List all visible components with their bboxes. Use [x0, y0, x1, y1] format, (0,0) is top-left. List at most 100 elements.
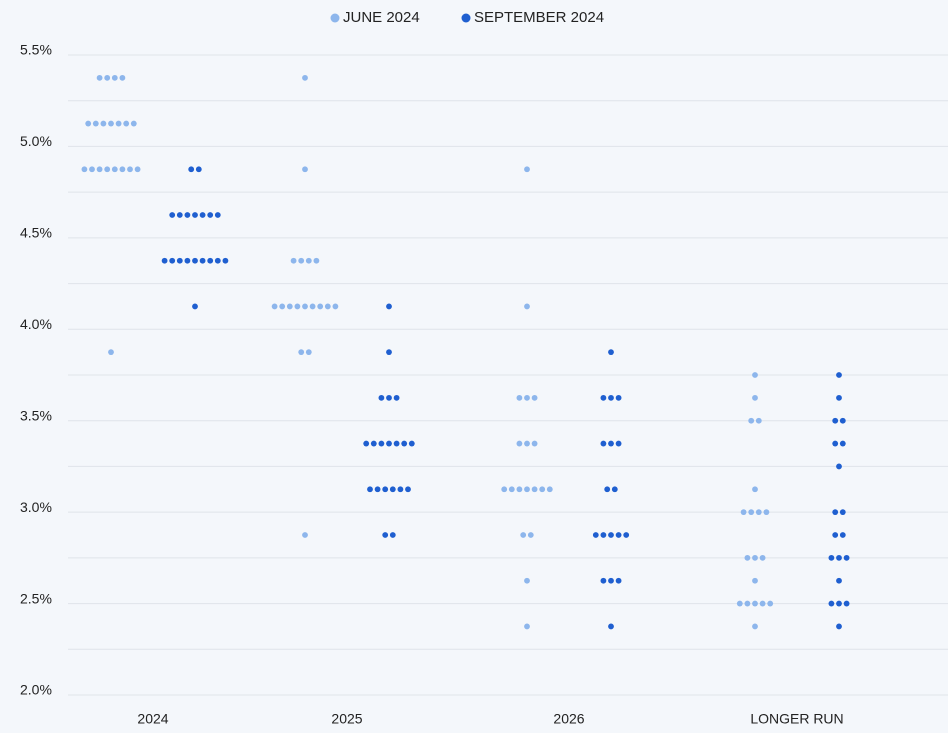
dot [608, 577, 614, 584]
dot [759, 554, 766, 561]
dot [604, 486, 611, 493]
dot [119, 166, 126, 173]
dot [127, 166, 133, 173]
dot [752, 577, 758, 584]
dot [298, 349, 305, 356]
y-tick-label: 5.5% [20, 42, 52, 58]
dot [836, 577, 842, 584]
dot [332, 303, 339, 310]
dot [828, 554, 835, 561]
dot [294, 303, 301, 310]
dot [302, 303, 308, 310]
dot [378, 394, 385, 401]
dot [839, 509, 846, 516]
dot [123, 120, 130, 127]
dot [843, 600, 850, 607]
dot [524, 486, 530, 493]
dot [134, 166, 141, 173]
dot [108, 120, 114, 127]
legend-label: JUNE 2024 [343, 9, 420, 26]
dot [516, 486, 523, 493]
dot [382, 532, 389, 538]
dot [836, 623, 842, 630]
dot [290, 257, 297, 264]
dot [271, 303, 278, 310]
dot [96, 166, 103, 173]
dot [397, 486, 404, 493]
dot [214, 257, 221, 264]
dot [608, 349, 614, 356]
dot [104, 74, 111, 81]
dot [539, 486, 546, 493]
dot [389, 486, 396, 493]
y-tick-label: 3.5% [20, 407, 52, 423]
dot [839, 417, 846, 424]
dot [104, 166, 111, 173]
dot [520, 532, 527, 538]
dot [524, 303, 530, 310]
dot [96, 74, 103, 81]
dot [546, 486, 553, 493]
dot [600, 532, 607, 538]
x-tick-label: 2026 [553, 711, 584, 727]
dot [600, 394, 607, 401]
dot [111, 166, 118, 173]
dot [169, 257, 176, 264]
dot [752, 372, 758, 378]
dot [752, 554, 758, 561]
dot [286, 303, 293, 310]
dot [317, 303, 324, 310]
dot [748, 417, 755, 424]
dot [100, 120, 107, 127]
dot [836, 372, 842, 378]
dot [524, 166, 530, 173]
dot [195, 166, 202, 173]
dot [130, 120, 137, 127]
dot [524, 440, 530, 447]
dot [501, 486, 508, 493]
dot [386, 440, 392, 447]
dot [524, 394, 530, 401]
dot [744, 554, 751, 561]
dot [386, 303, 392, 310]
dot [298, 257, 305, 264]
legend-label: SEPTEMBER 2024 [474, 9, 604, 26]
dot [755, 417, 762, 424]
dot [767, 600, 774, 607]
dot [531, 486, 538, 493]
dot [374, 486, 381, 493]
dot [192, 257, 198, 264]
y-tick-label: 2.5% [20, 590, 52, 606]
dot [378, 440, 385, 447]
dot [192, 303, 198, 310]
dot [832, 440, 839, 447]
dot [115, 120, 122, 127]
dot [531, 394, 538, 401]
dot [393, 394, 400, 401]
dot [386, 349, 392, 356]
dot [363, 440, 370, 447]
dot [199, 212, 206, 218]
x-tick-label: LONGER RUN [750, 711, 843, 727]
dot [615, 440, 622, 447]
dot [401, 440, 408, 447]
dot [832, 417, 839, 424]
dot [836, 394, 842, 401]
dot [370, 440, 377, 447]
dot [527, 532, 534, 538]
dot [188, 166, 195, 173]
dot [611, 486, 618, 493]
dot [752, 600, 758, 607]
x-tick-label: 2024 [137, 711, 168, 727]
dot [305, 257, 312, 264]
dot [608, 394, 614, 401]
dot [608, 623, 614, 630]
dot [393, 440, 400, 447]
dot [763, 509, 770, 516]
dot [169, 212, 176, 218]
dot [382, 486, 389, 493]
dot [184, 257, 191, 264]
dot [759, 600, 766, 607]
dot [111, 74, 118, 81]
